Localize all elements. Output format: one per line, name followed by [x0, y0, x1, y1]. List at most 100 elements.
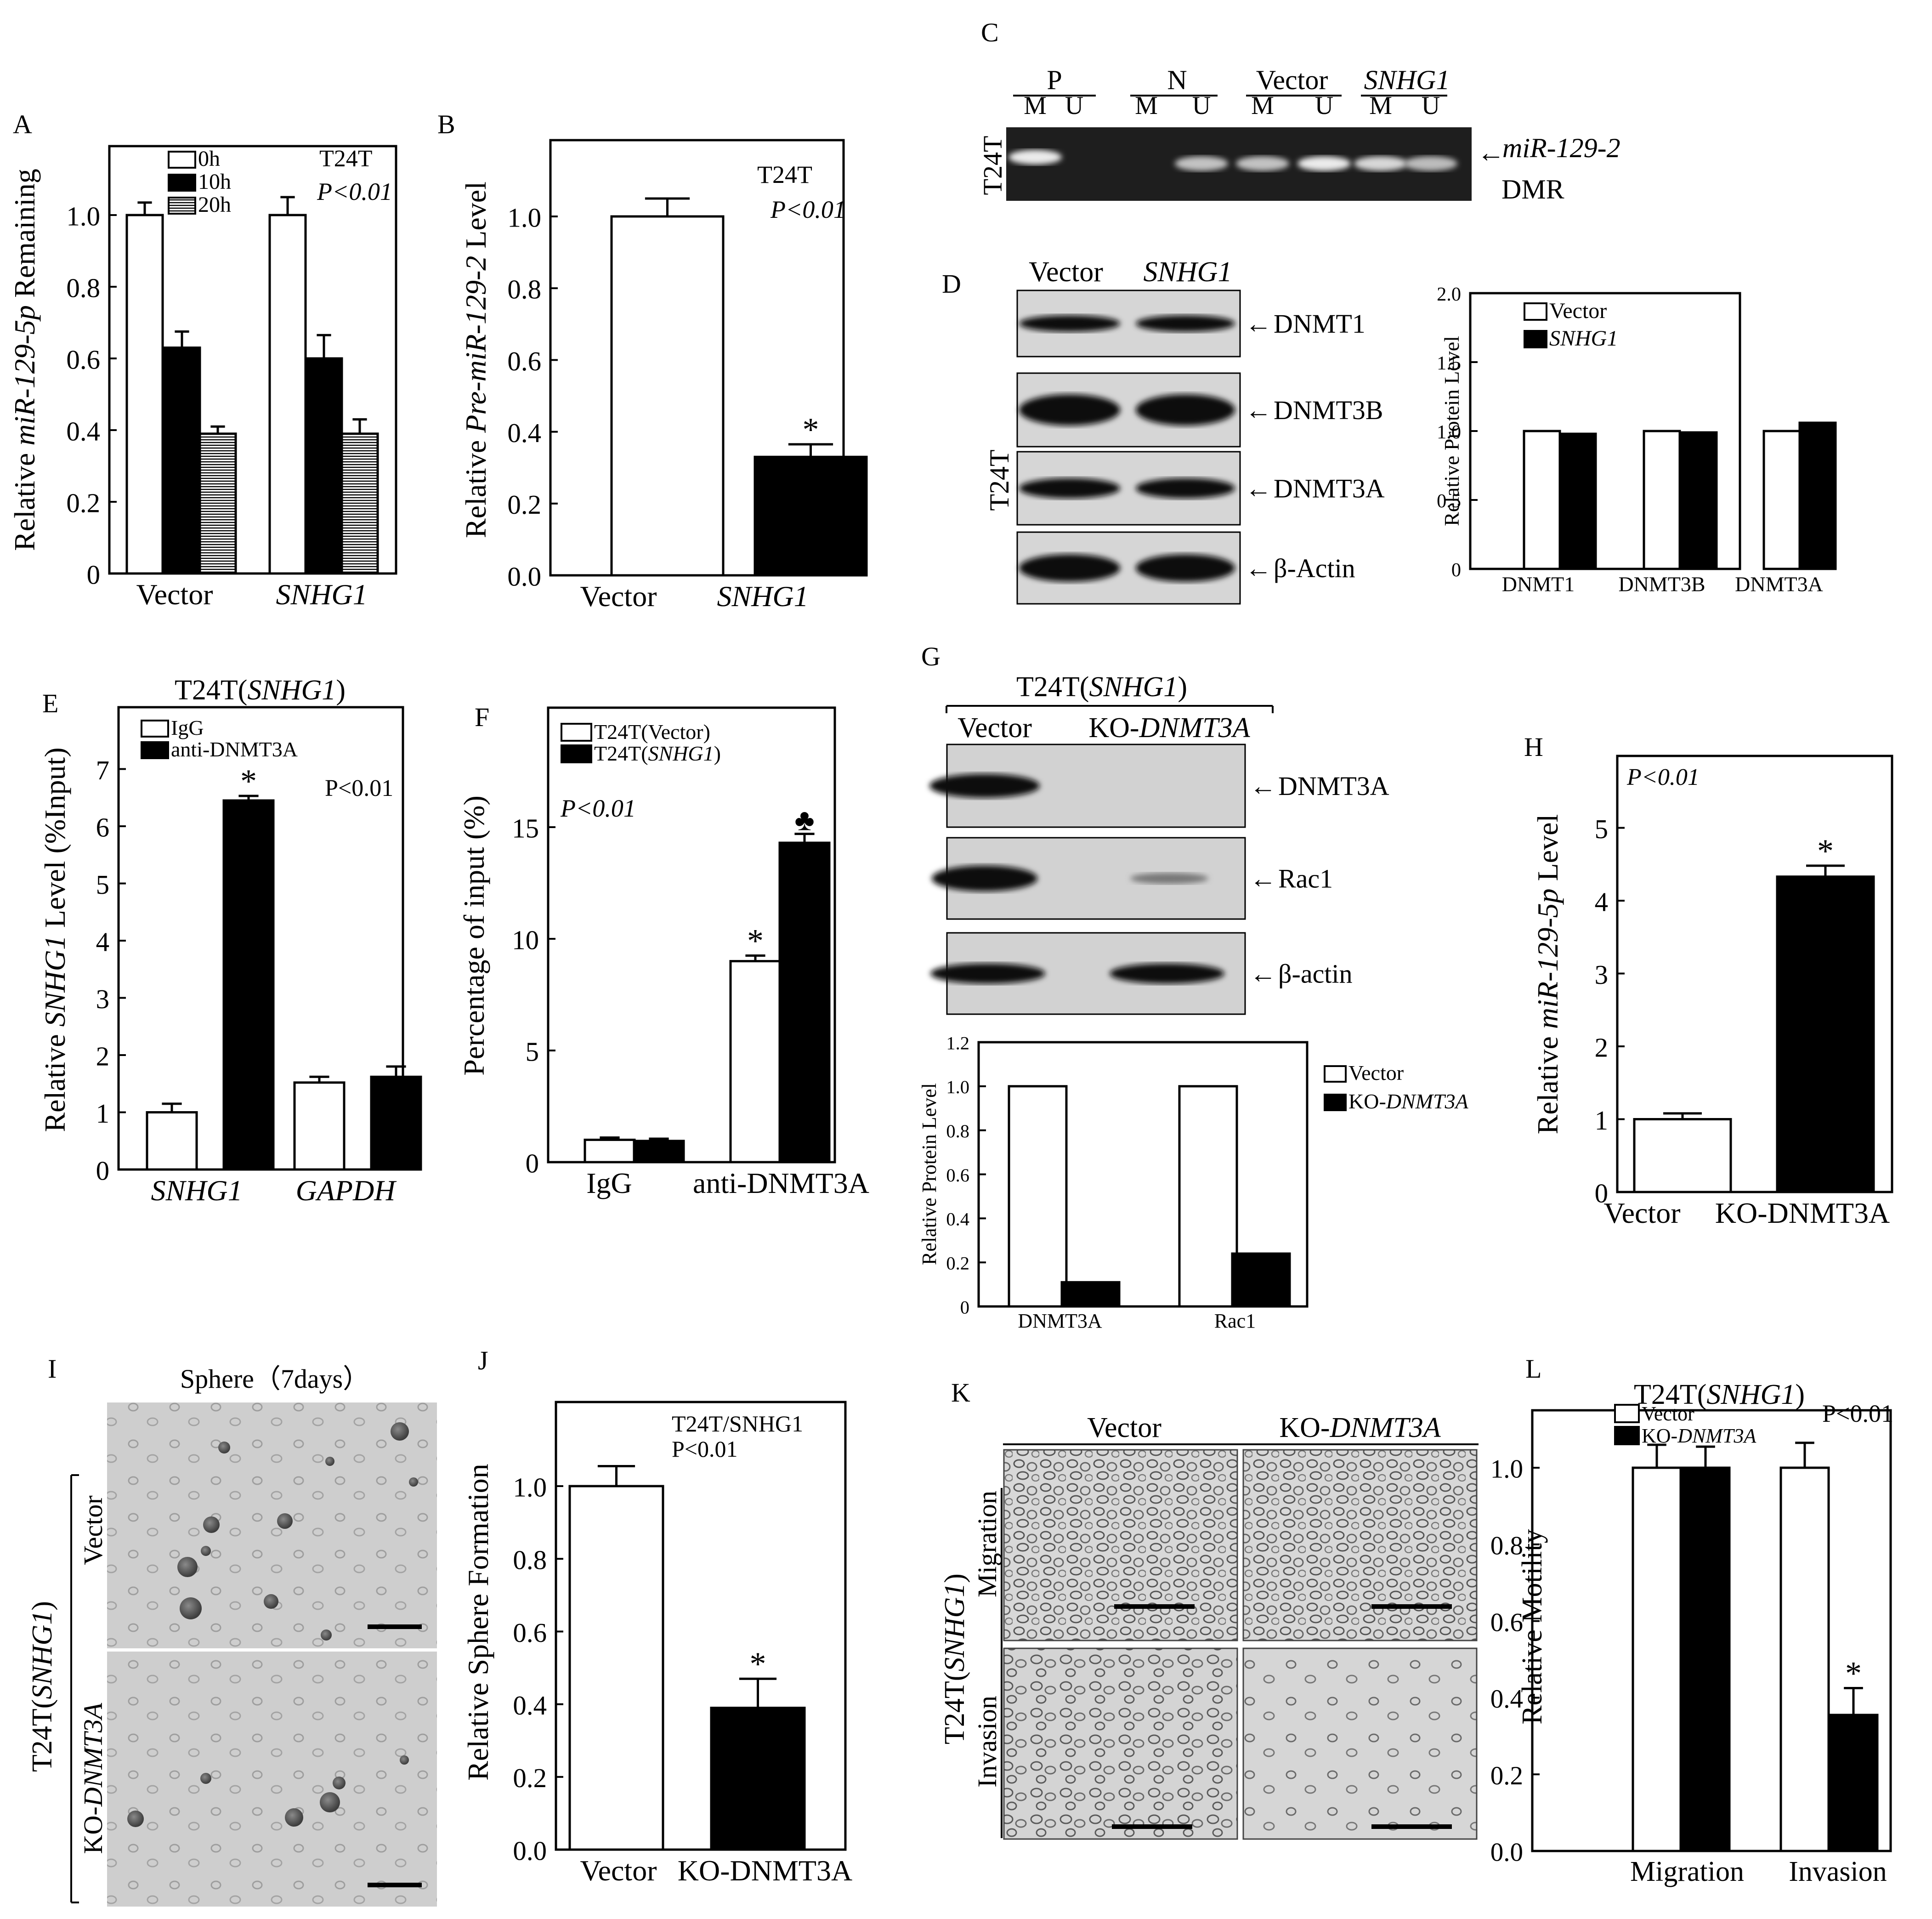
x-tick-label: Invasion	[1789, 1856, 1887, 1887]
bar	[633, 1140, 685, 1164]
y-tick-label: 0.8	[513, 1545, 547, 1575]
bar	[163, 346, 201, 575]
annotation: T24T/SNHG1	[672, 1411, 803, 1436]
gel-band	[1175, 156, 1228, 171]
y-axis-label: Percentage of input (%)	[458, 795, 490, 1076]
blot-band	[1019, 315, 1120, 332]
blot-column-label: SNHG1	[1144, 256, 1232, 288]
annotation: T24T	[319, 146, 373, 172]
image-title: Sphere（7days）	[180, 1364, 369, 1394]
significance-mark: *	[747, 922, 764, 959]
y-axis-label: Relative miR-129-5p Remaining	[8, 169, 41, 551]
blot-row-label: DNMT1	[1274, 309, 1365, 339]
y-tick-label: 0.8	[507, 275, 541, 305]
legend-swatch	[561, 744, 592, 763]
bar	[729, 960, 782, 1164]
plot-frame	[555, 1401, 847, 1851]
blot-row-label: β-actin	[1278, 959, 1353, 989]
significance-mark: *	[1817, 833, 1834, 869]
column-label: Vector	[1087, 1412, 1161, 1443]
bar	[1060, 1281, 1121, 1308]
blot-band	[1136, 554, 1235, 582]
panel-letter: F	[475, 702, 489, 732]
arrow-icon: ←	[1250, 959, 1276, 989]
panel-letter: D	[942, 269, 961, 299]
chart-title: T24T(SNHG1)	[175, 675, 346, 706]
bar	[1643, 430, 1681, 570]
blot-band	[929, 774, 1040, 798]
y-tick-label: 1.0	[1490, 1455, 1523, 1484]
bar	[1231, 1252, 1291, 1308]
legend-label: KO-DNMT3A	[1348, 1090, 1469, 1113]
y-tick-label: 15	[512, 813, 539, 843]
row-label: Vector	[78, 1495, 108, 1565]
y-tick-label: 0.8	[66, 273, 100, 303]
micrograph-tint	[107, 1652, 437, 1907]
blot-column-label: KO-DNMT3A	[1088, 712, 1250, 744]
significance-mark: ♣	[794, 804, 814, 837]
sphere	[201, 1546, 211, 1556]
sphere	[264, 1594, 278, 1609]
sphere	[127, 1811, 144, 1827]
blot-row-label: DNMT3B	[1274, 395, 1383, 425]
annotation: P<0.01	[325, 775, 393, 801]
sphere	[333, 1777, 346, 1789]
micrograph	[1003, 1647, 1238, 1840]
x-tick-label: Vector	[580, 580, 657, 613]
panel-letter: A	[13, 109, 32, 139]
sphere	[200, 1773, 211, 1784]
bar	[340, 432, 379, 575]
y-tick-label: 0	[87, 560, 100, 590]
band-label: miR-129-2	[1502, 133, 1620, 163]
bar	[1633, 1118, 1732, 1193]
blot-row-label: Rac1	[1278, 864, 1333, 894]
legend-label: Vector	[1642, 1402, 1694, 1425]
x-tick-label: SNHG1	[717, 580, 808, 613]
y-tick-label: 5	[526, 1037, 539, 1067]
blot-header: T24T(SNHG1)	[1016, 671, 1187, 703]
y-tick-label: 0.2	[66, 488, 100, 518]
sphere	[277, 1513, 293, 1529]
gel-group-label: P	[1047, 65, 1062, 95]
y-tick-label: 0	[1451, 559, 1461, 581]
y-tick-label: 0.4	[66, 416, 100, 446]
y-tick-label: 1.2	[946, 1033, 969, 1053]
gel-band	[1354, 156, 1407, 171]
y-tick-label: 1.5	[1437, 352, 1461, 374]
blot-row-label: β-Actin	[1274, 553, 1355, 583]
bar	[1008, 1085, 1068, 1308]
panel-letter: E	[42, 688, 58, 718]
annotation: P<0.01	[770, 196, 846, 223]
bar	[1762, 430, 1801, 570]
annotation: P<0.01	[1626, 764, 1700, 790]
y-tick-label: 0.6	[66, 345, 100, 375]
significance-mark: *	[803, 411, 819, 448]
micrograph	[1003, 1449, 1238, 1641]
legend-swatch	[561, 723, 592, 742]
y-axis-label: Relative Protein Level	[918, 1083, 941, 1265]
y-tick-label: 1	[96, 1099, 109, 1129]
x-tick-label: KO-DNMT3A	[678, 1854, 852, 1887]
gel-group-label: N	[1167, 65, 1187, 95]
blot-band	[1019, 478, 1120, 499]
chart-panel-G: 0 0.2 0.4 0.6 0.8 1.0 1.2 DNMT3A Rac1 Vector KO-DN…	[918, 1033, 1469, 1332]
bar	[1558, 432, 1597, 570]
legend-swatch	[1324, 1065, 1347, 1083]
blot-column-label: Vector	[1029, 256, 1103, 288]
bar	[1178, 1085, 1238, 1308]
blot-band	[1019, 554, 1120, 582]
y-tick-label: 0.2	[1490, 1761, 1523, 1790]
x-tick-label: DNMT3B	[1618, 572, 1705, 596]
legend-swatch	[1614, 1404, 1640, 1423]
legend-swatch	[1524, 302, 1547, 321]
arrow-icon: ←	[1250, 771, 1276, 801]
bar	[1779, 1466, 1830, 1852]
legend-label: anti-DNMT3A	[171, 738, 298, 761]
sphere	[177, 1557, 198, 1577]
gel-band	[1008, 150, 1062, 165]
blot-band	[1136, 394, 1235, 426]
legend-swatch	[168, 197, 196, 215]
bar	[568, 1485, 664, 1851]
chart-panel-D: 0 0.5 1.0 1.5 2.0 DNMT1 DNMT3B DNMT3A Vector SNHG…	[1437, 284, 1837, 596]
